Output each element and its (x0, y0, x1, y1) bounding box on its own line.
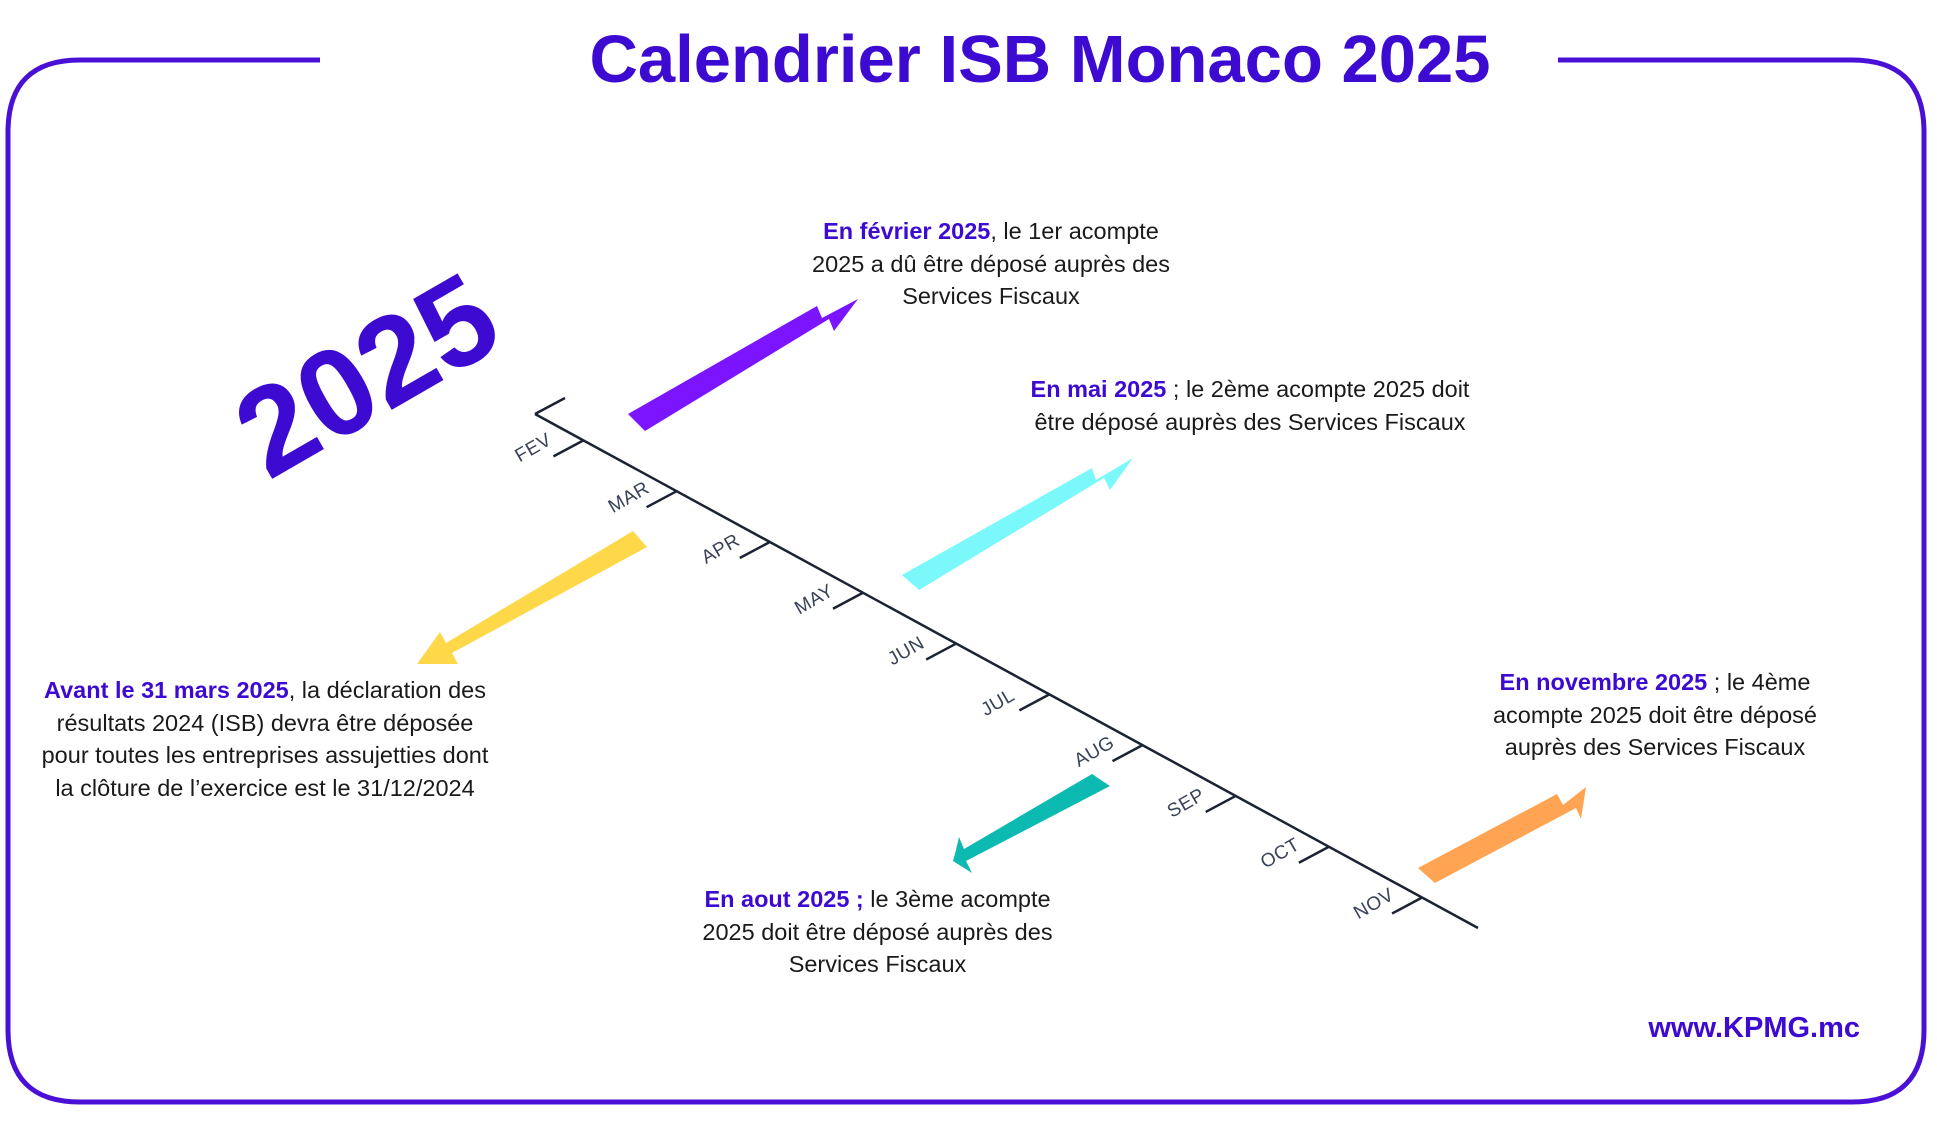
event-body-nov: ; le 4ème acompte 2025 doit être déposé … (1492, 669, 1817, 760)
month-label-aug: AUG (1071, 732, 1118, 772)
month-label-mar: MAR (605, 478, 653, 518)
event-text-nov: En novembre 2025 ; le 4ème acompte 2025 … (1470, 666, 1840, 764)
website-link[interactable]: www.KPMG.mc (1648, 1012, 1860, 1044)
timeline-tick (739, 540, 771, 560)
month-label-nov: NOV (1350, 884, 1397, 924)
frame-border (5, 57, 1927, 1105)
timeline-start-cap (534, 396, 566, 416)
month-label-apr: APR (698, 530, 744, 568)
event-highlight-mar: Avant le 31 mars 2025 (44, 677, 289, 703)
timeline-tick (646, 490, 678, 509)
timeline-axis (534, 412, 1479, 930)
event-text-mar: Avant le 31 mars 2025, la déclaration de… (40, 674, 490, 804)
timeline-tick (925, 642, 957, 661)
timeline-tick (552, 439, 585, 458)
event-body-aug: le 3ème acompte 2025 doit être déposé au… (702, 886, 1053, 977)
event-text-feb: En février 2025, le 1er acompte 2025 a d… (796, 215, 1186, 313)
timeline-tick (1111, 744, 1144, 763)
event-body-feb: , le 1er acompte 2025 a dû être déposé a… (812, 218, 1170, 309)
timeline-tick (832, 591, 864, 610)
event-text-may: En mai 2025 ; le 2ème acompte 2025 doit … (1030, 373, 1470, 438)
event-highlight-nov: En novembre 2025 (1499, 669, 1708, 695)
arrow-up-right-feb (628, 299, 858, 431)
arrow-up-right-nov (1418, 787, 1586, 883)
event-highlight-feb: En février 2025 (823, 218, 991, 244)
month-label-oct: OCT (1257, 834, 1304, 873)
event-highlight-aug: En aout 2025 ; (704, 886, 864, 912)
event-text-aug: En aout 2025 ; le 3ème acompte 2025 doit… (695, 883, 1060, 981)
arrow-down-left-mar (417, 531, 647, 664)
month-label-sep: SEP (1164, 784, 1209, 822)
month-label-jul: JUL (978, 685, 1019, 721)
month-label-jun: JUN (884, 633, 928, 670)
arrow-up-right-may (902, 458, 1133, 590)
event-body-mar: , la déclaration des résultats 2024 (ISB… (41, 677, 489, 801)
month-label-fev: FEV (512, 429, 556, 466)
page-title: Calendrier ISB Monaco 2025 (589, 22, 1491, 97)
event-body-may: ; le 2ème acompte 2025 doit être déposé … (1034, 376, 1470, 435)
event-highlight-may: En mai 2025 (1030, 376, 1167, 402)
timeline-tick (1205, 794, 1237, 814)
month-label-may: MAY (791, 580, 837, 619)
timeline-tick (1391, 896, 1423, 915)
timeline-month-labels: FEV MAR APR MAY JUN JUL AUG SEP OCT NOV (512, 429, 1398, 924)
timeline-ticks (552, 439, 1423, 915)
timeline-tick (1298, 845, 1330, 864)
timeline-tick (1018, 693, 1050, 712)
arrow-down-left-aug (953, 774, 1110, 873)
year-large-label: 2025 (213, 247, 521, 504)
